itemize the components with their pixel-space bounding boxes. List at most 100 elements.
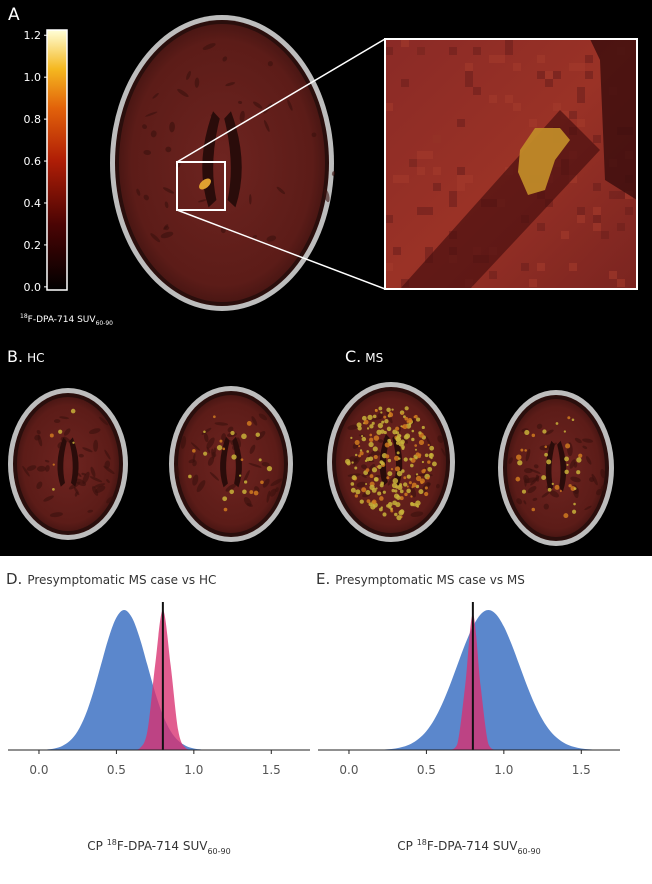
- colorbar-tick-label: 1.0: [24, 71, 42, 84]
- uptake-spot: [192, 449, 196, 453]
- uptake-spot: [203, 451, 208, 456]
- uptake-spot: [547, 487, 552, 492]
- sulcus: [258, 413, 268, 421]
- uptake-spot: [213, 415, 216, 419]
- voxel: [457, 119, 465, 127]
- uptake-spot: [390, 468, 394, 471]
- uptake-spot: [365, 468, 370, 472]
- zoom-frame: [384, 38, 638, 290]
- sulcus: [585, 456, 592, 465]
- uptake-spot: [401, 412, 404, 415]
- panel-letter: B.: [7, 347, 23, 366]
- sulcus: [22, 465, 30, 477]
- uptake-spot: [242, 489, 247, 494]
- voxel: [593, 183, 601, 191]
- voxel: [465, 175, 473, 183]
- uptake-spot: [391, 482, 398, 489]
- uptake-spot: [377, 422, 384, 429]
- sulcus: [527, 486, 537, 494]
- voxel: [489, 271, 497, 279]
- uptake-spot: [576, 457, 582, 463]
- sulcus: [516, 498, 523, 505]
- uptake-spot: [416, 505, 420, 508]
- uptake-spot: [253, 490, 259, 496]
- sulcus: [269, 488, 277, 497]
- uptake-spot: [366, 499, 371, 504]
- label-main: F-DPA-714 SUV: [427, 839, 518, 853]
- uptake-spot: [421, 460, 425, 464]
- sulcus: [249, 194, 252, 205]
- uptake-spot: [413, 415, 416, 419]
- voxel: [617, 279, 625, 287]
- uptake-spot: [354, 494, 359, 498]
- uptake-spot: [406, 474, 411, 479]
- uptake-spot: [354, 466, 358, 470]
- uptake-spot: [361, 487, 367, 493]
- sulcus: [255, 431, 266, 441]
- voxel: [449, 199, 457, 207]
- sulcus: [143, 194, 149, 201]
- sulcus: [214, 422, 229, 426]
- uptake-spot: [70, 408, 76, 414]
- ventricle: [220, 436, 230, 488]
- colorbar-tick-label: 0.4: [24, 197, 42, 210]
- panel-letter: C.: [345, 347, 361, 366]
- zoom-connector: [176, 38, 386, 163]
- sulcus: [275, 487, 279, 492]
- uptake-spot: [568, 484, 572, 488]
- voxel: [433, 167, 441, 175]
- sulcus: [53, 419, 61, 424]
- uptake-spot: [380, 461, 385, 466]
- sulcus: [74, 478, 86, 487]
- sulcus: [87, 509, 94, 513]
- uptake-spot: [368, 456, 374, 462]
- title-text: Presymptomatic MS case vs HC: [27, 573, 216, 587]
- sulcus: [252, 235, 258, 238]
- uptake-spot: [382, 490, 386, 494]
- uptake-spot: [354, 440, 360, 446]
- uptake-spot: [394, 455, 400, 461]
- uptake-blob: [518, 128, 570, 195]
- uptake-spot: [415, 452, 420, 457]
- sulcus: [387, 475, 395, 486]
- uptake-spot: [427, 460, 431, 464]
- sulcus: [248, 462, 262, 468]
- chart-title: E. Presymptomatic MS case vs MS: [316, 570, 525, 588]
- voxel: [537, 71, 545, 79]
- uptake-spot: [216, 444, 223, 451]
- uptake-spot: [426, 476, 430, 480]
- colorbar-tick-label: 0.0: [24, 281, 42, 294]
- sulcus: [361, 474, 367, 478]
- voxel: [513, 63, 521, 71]
- sulcus: [194, 77, 200, 88]
- uptake-spot: [398, 440, 404, 447]
- voxel: [401, 39, 409, 47]
- uptake-spot: [404, 492, 408, 497]
- sulcus: [238, 100, 243, 104]
- sulcus: [243, 497, 252, 507]
- uptake-spot: [350, 436, 353, 439]
- sulcus: [82, 471, 90, 484]
- uptake-spot: [410, 463, 414, 468]
- uptake-spot: [391, 488, 395, 493]
- uptake-spot: [49, 433, 54, 438]
- uptake-spot: [427, 466, 433, 472]
- uptake-spot: [571, 418, 575, 421]
- uptake-spot: [394, 512, 398, 517]
- sulcus: [347, 473, 361, 477]
- uptake-spot: [544, 452, 548, 457]
- sulcus: [49, 512, 63, 518]
- zoom-region: [176, 161, 226, 211]
- zoom-background: [385, 39, 637, 289]
- uptake-spot: [391, 408, 394, 411]
- uptake-spot: [570, 486, 576, 492]
- uptake-spot: [406, 488, 411, 494]
- sulcus: [106, 479, 110, 483]
- sulcus: [36, 465, 46, 472]
- sulcus: [225, 82, 236, 87]
- sulcus: [253, 101, 263, 109]
- sulcus: [192, 460, 197, 467]
- voxel: [385, 263, 393, 271]
- voxel: [617, 191, 625, 199]
